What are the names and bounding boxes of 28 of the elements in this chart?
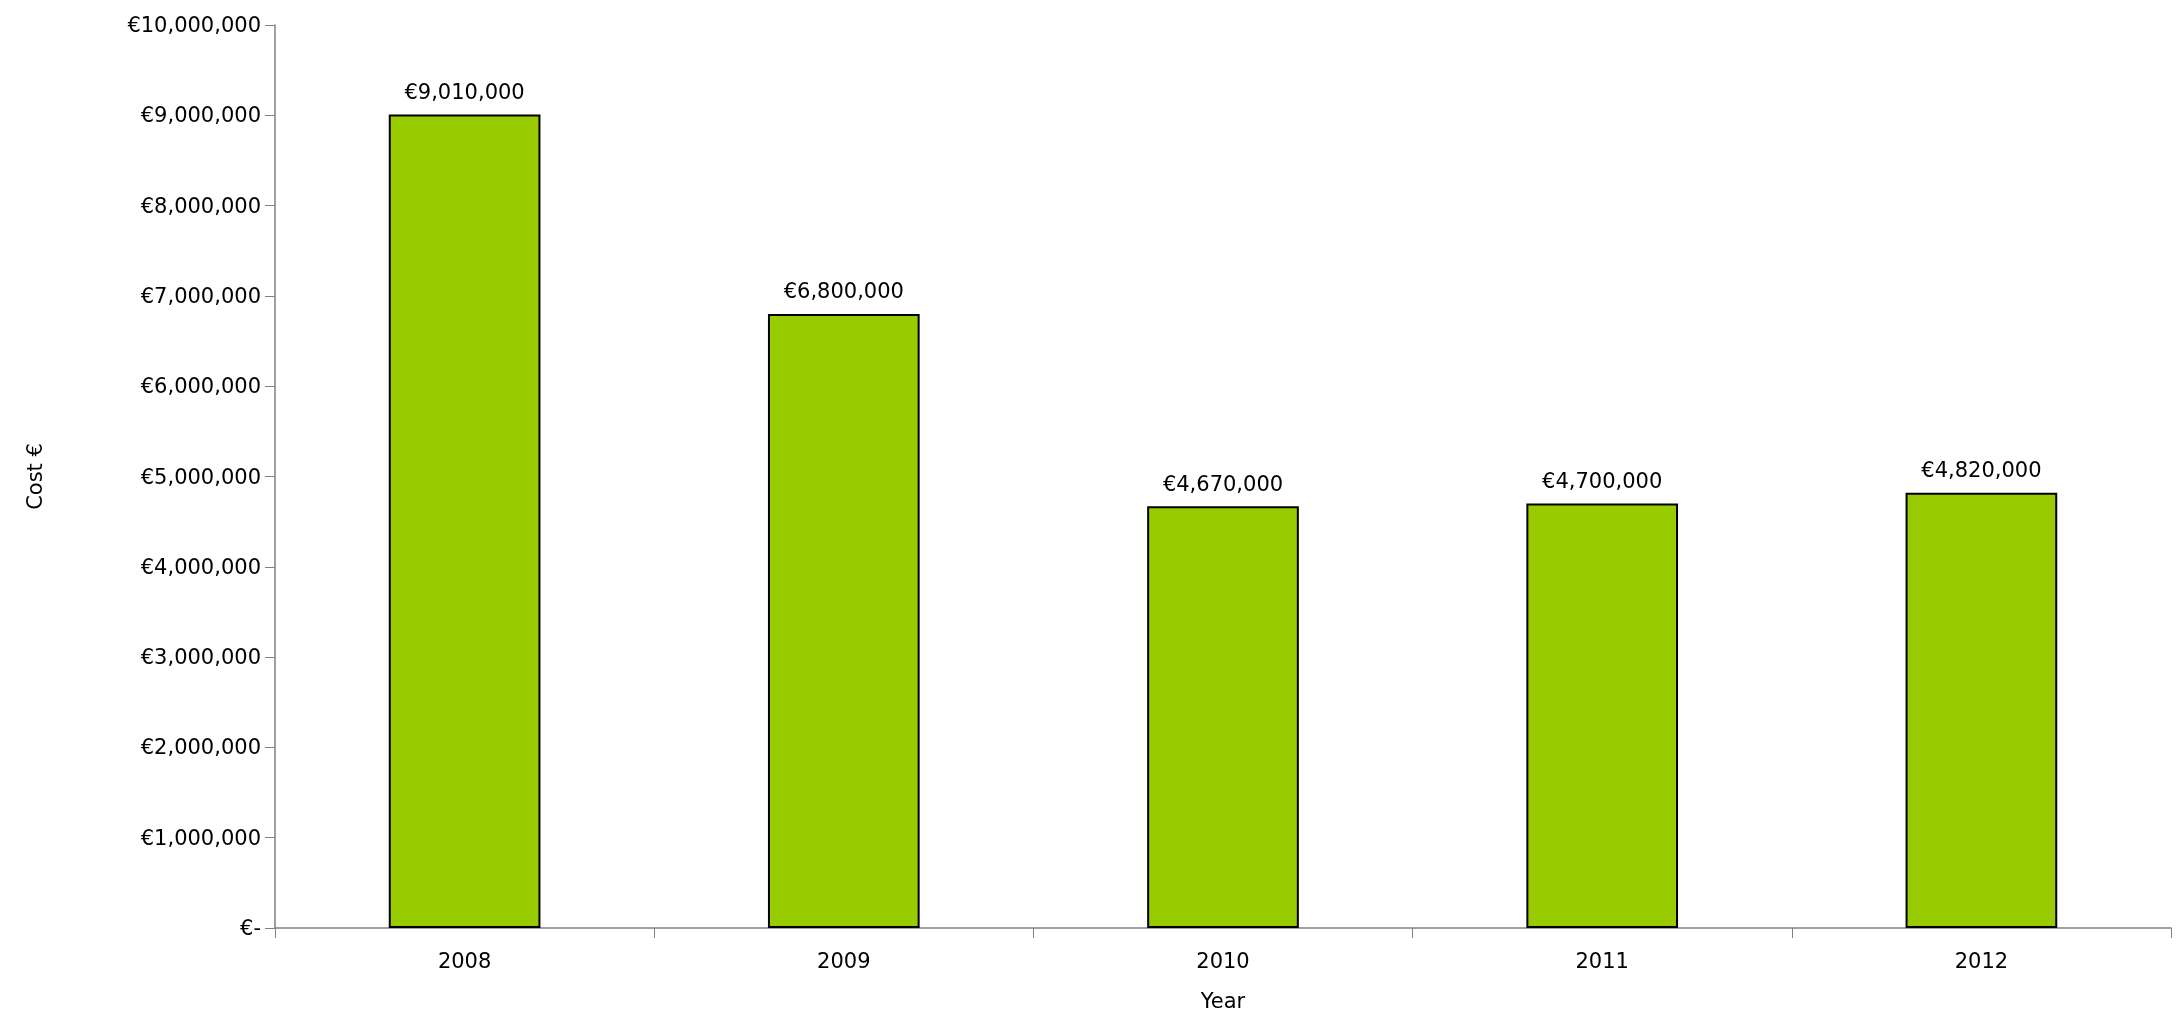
y-tick-label: €7,000,000 bbox=[140, 283, 261, 308]
y-tick-label: €2,000,000 bbox=[140, 735, 261, 760]
y-axis-title: Cost € bbox=[22, 443, 47, 510]
x-tick-label: 2012 bbox=[1954, 948, 2009, 973]
bar bbox=[1147, 506, 1299, 928]
bar bbox=[1526, 503, 1679, 928]
y-tick-label: €1,000,000 bbox=[140, 825, 261, 850]
data-label: €9,010,000 bbox=[404, 79, 525, 104]
y-tick-label: €9,000,000 bbox=[140, 103, 261, 128]
data-label: €6,800,000 bbox=[783, 279, 904, 304]
x-tick-label: 2009 bbox=[817, 948, 871, 973]
y-tick-label: €6,000,000 bbox=[140, 374, 261, 399]
y-tick-label: €3,000,000 bbox=[140, 645, 261, 670]
x-tick-label: 2010 bbox=[1196, 948, 1250, 973]
y-tick-label: €- bbox=[240, 916, 261, 940]
x-axis-title: Year bbox=[1199, 988, 1246, 1013]
data-label: €4,670,000 bbox=[1162, 471, 1284, 496]
y-tick-label: €5,000,000 bbox=[140, 464, 261, 489]
data-label: €4,820,000 bbox=[1921, 458, 2042, 483]
x-tick-label: 2008 bbox=[437, 948, 492, 973]
bar bbox=[1905, 492, 2058, 928]
x-tick-label: 2011 bbox=[1575, 948, 1629, 973]
y-tick-label: €10,000,000 bbox=[127, 13, 261, 37]
bar bbox=[388, 114, 541, 928]
data-label: €4,700,000 bbox=[1542, 469, 1663, 494]
y-tick-label: €8,000,000 bbox=[140, 193, 261, 218]
bar bbox=[767, 313, 920, 928]
y-tick-label: €4,000,000 bbox=[140, 554, 261, 579]
